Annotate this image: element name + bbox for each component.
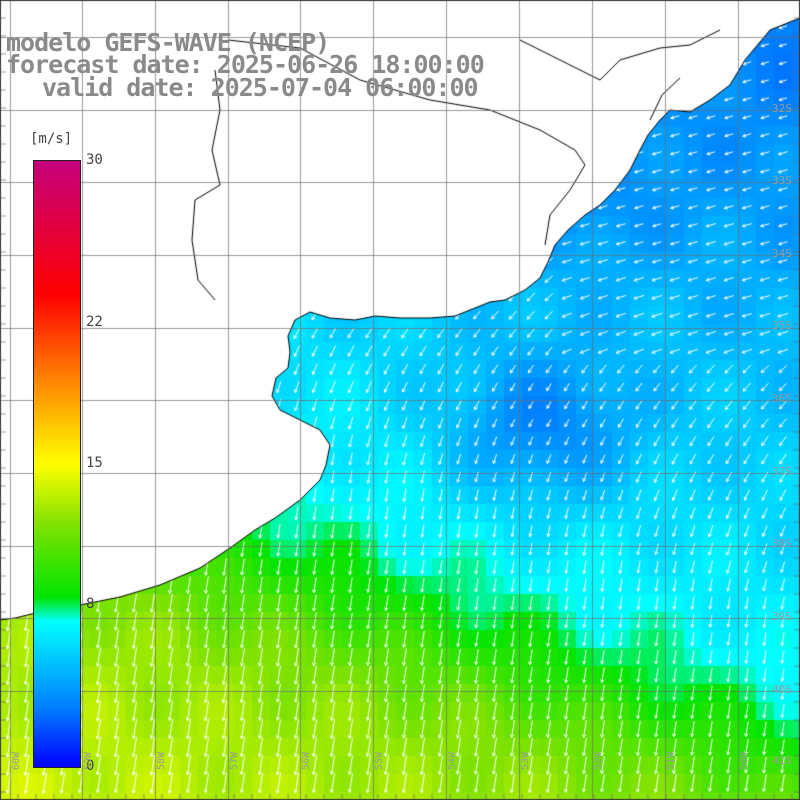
longitude-label: 53W [520, 751, 531, 770]
longitude-label: 50W [739, 751, 750, 770]
longitude-label: 54W [447, 751, 458, 770]
longitude-label: 60W [11, 751, 22, 770]
latitude-label: 35S [772, 319, 792, 332]
longitude-label: 59W [83, 751, 94, 770]
colorbar-tick-label: 15 [86, 455, 103, 471]
colorbar-tick-label: 8 [86, 596, 95, 613]
longitude-label: 58W [156, 751, 167, 770]
latitude-label: 33S [772, 174, 792, 187]
latitude-label: 39S [772, 610, 792, 623]
latitude-label: 41S [772, 754, 792, 767]
longitude-label: 57W [229, 751, 240, 770]
latitude-label: 34S [772, 247, 792, 260]
colorbar-unit: [m/s] [30, 131, 73, 147]
longitude-label: 56W [301, 751, 312, 770]
colorbar [33, 160, 81, 768]
latitude-label: 37S [772, 465, 792, 478]
longitude-label: 51W [666, 751, 677, 770]
colorbar-tick-label: 22 [86, 313, 103, 330]
latitude-label: 40S [772, 683, 792, 696]
colorbar-tick-label: 0 [86, 758, 95, 774]
latitude-label: 38S [772, 537, 792, 550]
latitude-label: 36S [772, 392, 792, 405]
model-title: modelo GEFS-WAVE (NCEP) [6, 28, 330, 57]
colorbar-tick-label: 30 [86, 152, 103, 168]
valid-date: valid date: 2025-07-04 06:00:00 [42, 73, 479, 102]
longitude-label: 55W [374, 751, 385, 770]
longitude-label: 52W [593, 751, 604, 770]
latitude-label: 32S [772, 102, 792, 115]
forecast-date: forecast date: 2025-06-26 18:00:00 [6, 50, 485, 79]
